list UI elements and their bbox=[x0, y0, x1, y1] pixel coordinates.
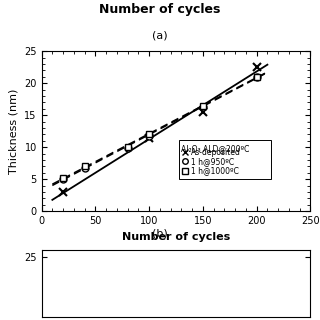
Text: 1 h@1000ºC: 1 h@1000ºC bbox=[191, 166, 239, 175]
Bar bbox=[179, 140, 271, 179]
Text: Al₂O₃ ALD@200ºC: Al₂O₃ ALD@200ºC bbox=[181, 144, 250, 153]
Y-axis label: Thickness (nm): Thickness (nm) bbox=[9, 89, 19, 174]
Text: (b): (b) bbox=[152, 229, 168, 239]
Text: (a): (a) bbox=[152, 30, 168, 40]
X-axis label: Number of cycles: Number of cycles bbox=[122, 232, 230, 242]
Text: Number of cycles: Number of cycles bbox=[99, 3, 221, 16]
Text: As-deposited: As-deposited bbox=[191, 148, 241, 157]
Text: 1 h@950ºC: 1 h@950ºC bbox=[191, 157, 234, 166]
